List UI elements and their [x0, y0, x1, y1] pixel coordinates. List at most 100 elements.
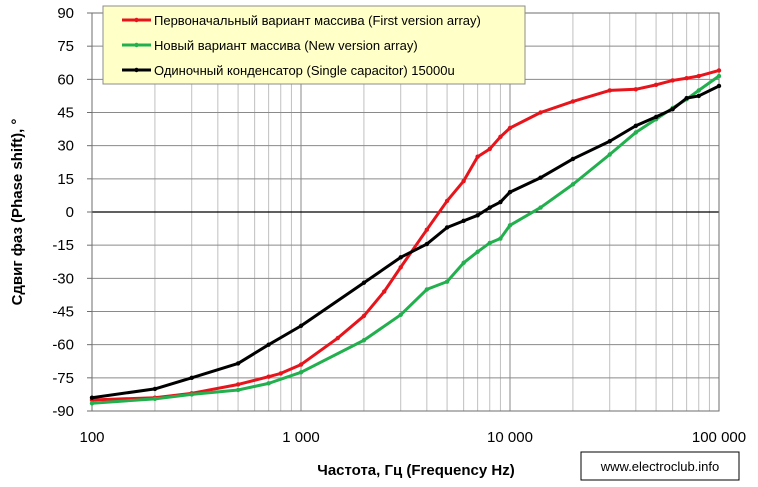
y-tick-label: 45	[57, 105, 74, 122]
data-point	[475, 213, 480, 218]
data-point	[538, 110, 543, 115]
y-tick-label: -15	[52, 237, 74, 254]
data-point	[570, 182, 576, 187]
axis-layer: 90 75 60 45 30 15 0 -15 -30 -45 -60 -75 -90 100 1 000 1…	[52, 5, 746, 446]
data-point	[607, 152, 612, 157]
series-line	[90, 84, 721, 400]
data-point	[716, 68, 722, 73]
data-point	[696, 88, 701, 93]
data-point	[653, 114, 659, 120]
watermark: www.electroclub.info	[580, 451, 740, 481]
data-point	[235, 361, 241, 366]
data-point	[298, 323, 304, 329]
data-point	[538, 205, 543, 210]
data-point	[444, 279, 450, 284]
x-tick-label: 100 000	[692, 429, 746, 446]
x-axis-title: Частота, Гц (Frequency Hz)	[317, 462, 514, 479]
data-point	[361, 280, 367, 285]
data-point	[684, 76, 689, 81]
y-tick-label: 60	[57, 71, 74, 88]
legend-label: Одиночный конденсатор (Single capacitor)…	[154, 63, 455, 78]
data-point	[570, 99, 576, 104]
data-point	[475, 249, 480, 254]
data-point	[361, 338, 367, 343]
legend: Первоначальный вариант массива (First ve…	[102, 5, 526, 85]
data-point	[424, 241, 430, 247]
legend-label: Новый вариант массива (New version array…	[154, 38, 418, 53]
data-point	[487, 146, 492, 152]
legend-box	[102, 5, 526, 85]
data-point	[633, 87, 639, 92]
x-tick-label: 10 000	[487, 429, 533, 446]
data-point	[398, 265, 403, 270]
data-point	[487, 205, 492, 210]
data-point	[335, 335, 341, 341]
data-point	[607, 88, 612, 93]
data-point	[398, 312, 403, 318]
data-point	[298, 362, 304, 367]
data-point	[189, 375, 194, 381]
data-point	[507, 189, 513, 195]
y-tick-label: 90	[57, 5, 74, 22]
data-point	[684, 95, 689, 101]
x-tick-label: 100	[79, 429, 104, 446]
data-point	[633, 130, 639, 135]
data-point	[507, 223, 513, 228]
legend-swatch-marker	[134, 42, 139, 48]
data-point	[507, 125, 513, 131]
x-tick-label: 1 000	[282, 429, 320, 446]
data-point	[424, 227, 430, 232]
legend-swatch-marker	[134, 67, 139, 73]
series-1	[89, 68, 722, 403]
data-point	[653, 82, 659, 88]
data-point	[266, 342, 271, 347]
data-point	[381, 289, 387, 294]
data-point	[444, 198, 450, 204]
data-point	[570, 156, 576, 162]
data-point	[278, 371, 283, 376]
y-tick-label: 75	[57, 38, 74, 55]
series-3	[89, 83, 722, 400]
data-point	[89, 401, 95, 406]
data-point	[633, 123, 639, 128]
y-axis-title: Сдвиг фаз (Phase shift), °	[9, 119, 26, 306]
data-point	[461, 218, 466, 224]
legend-label: Первоначальный вариант массива (First ve…	[154, 13, 481, 28]
data-point	[607, 139, 612, 144]
y-tick-label: -90	[52, 403, 74, 420]
y-tick-label: -45	[52, 304, 74, 321]
data-point	[235, 382, 241, 387]
data-point	[461, 260, 466, 266]
data-point	[716, 83, 722, 89]
watermark-text: www.electroclub.info	[600, 459, 720, 474]
y-tick-label: -60	[52, 337, 74, 354]
data-point	[670, 78, 675, 83]
data-point	[475, 154, 480, 159]
data-point	[538, 175, 543, 180]
data-point	[487, 240, 492, 246]
data-point	[716, 73, 722, 79]
data-point	[498, 134, 503, 140]
data-point	[444, 225, 450, 230]
data-point	[424, 287, 430, 292]
y-tick-label: 0	[66, 204, 74, 221]
data-point	[89, 395, 95, 400]
legend-swatch-marker	[134, 17, 139, 23]
data-point	[266, 381, 271, 386]
data-point	[670, 106, 675, 112]
data-point	[235, 387, 241, 393]
data-point	[361, 313, 367, 319]
data-point	[189, 392, 194, 397]
data-point	[398, 255, 403, 260]
data-point	[266, 374, 271, 379]
data-point	[152, 386, 158, 392]
y-tick-label: 30	[57, 138, 74, 155]
y-tick-label: -75	[52, 370, 74, 387]
data-point	[298, 370, 304, 375]
data-point	[498, 199, 503, 205]
series-layer	[89, 68, 722, 406]
data-point	[696, 73, 701, 79]
watermark-box	[580, 451, 740, 481]
